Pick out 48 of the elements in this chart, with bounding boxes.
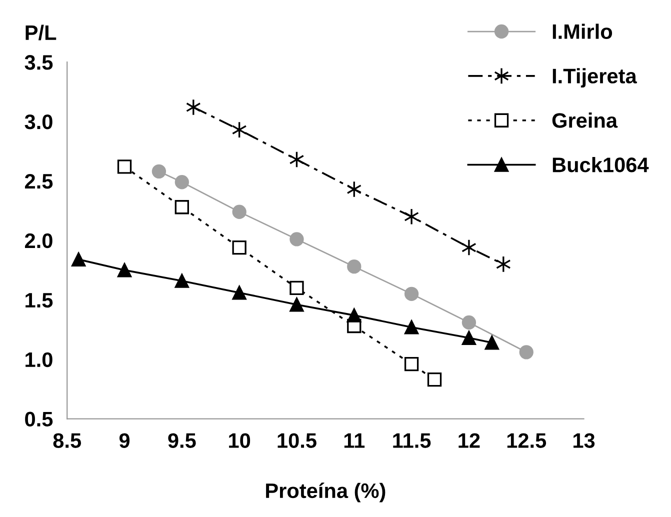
y-axis-title: P/L — [26, 24, 56, 40]
point — [232, 204, 246, 219]
point — [71, 252, 86, 267]
x-tick-label: 12 — [458, 433, 480, 448]
legend-label: Greina — [552, 112, 618, 128]
point — [347, 308, 362, 322]
point — [462, 330, 476, 345]
x-tick-label: 10 — [229, 433, 250, 448]
point — [427, 372, 442, 387]
point — [290, 280, 304, 296]
y-tick-label: 1.0 — [26, 352, 52, 368]
point — [174, 274, 189, 288]
legend-label: I.Tijereta — [552, 68, 637, 88]
x-axis-title: Proteína (%) — [266, 482, 386, 502]
legend-label: Buck1064 — [552, 156, 649, 172]
x-tick-label: 11 — [344, 433, 365, 448]
point — [174, 175, 189, 190]
point — [484, 336, 500, 350]
x-tick-label: 9 — [119, 433, 130, 448]
y-tick-label: 1.5 — [26, 293, 53, 308]
point — [290, 232, 304, 246]
point — [152, 164, 166, 179]
x-tick-label: 13 — [573, 433, 595, 448]
x-tick-label: 9.5 — [168, 433, 196, 448]
y-tick-label: 2.0 — [24, 233, 52, 248]
point — [462, 315, 476, 330]
x-tick-label: 12.5 — [507, 433, 546, 448]
legend-label: I.Mirlo — [552, 24, 612, 40]
point — [117, 263, 132, 278]
y-tick-label: 0.5 — [25, 412, 53, 427]
point — [117, 160, 132, 174]
point — [347, 259, 362, 274]
point — [404, 208, 419, 226]
x-tick-label: 10.5 — [278, 433, 316, 448]
y-tick-label: 3.0 — [24, 114, 52, 130]
y-tick-label: 3.5 — [24, 55, 53, 70]
point — [462, 239, 476, 256]
y-tick-label: 2.5 — [24, 174, 53, 189]
point — [404, 320, 419, 334]
x-tick-label: 11.5 — [393, 433, 431, 448]
point — [232, 240, 246, 255]
point — [404, 356, 419, 372]
x-tick-label: 8.5 — [53, 433, 81, 448]
point — [404, 286, 419, 301]
point — [232, 286, 246, 300]
point — [290, 298, 304, 312]
point — [174, 200, 189, 214]
point — [519, 345, 534, 360]
